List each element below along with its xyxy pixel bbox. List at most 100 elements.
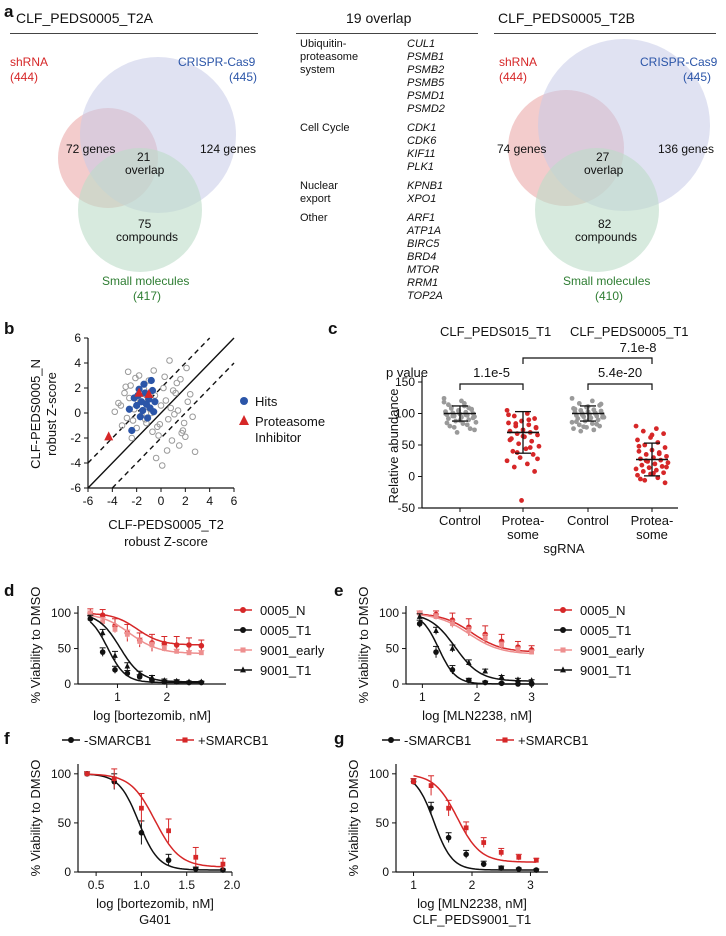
y-tick-label: 100	[51, 767, 71, 781]
abundance-point	[510, 448, 516, 454]
data-point	[498, 849, 504, 855]
abundance-point	[441, 395, 447, 401]
panel-letter-g: g	[334, 729, 344, 748]
fit-curve	[87, 773, 223, 868]
x-axis-label-line1: log [MLN2238, nM]	[417, 896, 527, 911]
data-point	[174, 649, 180, 654]
venn1-shrna-count: (444)	[10, 70, 39, 84]
abundance-point	[444, 420, 450, 426]
abundance-point	[643, 452, 649, 457]
pvalue-label: p value	[386, 365, 428, 380]
venn2-shrna-count: (444)	[499, 70, 528, 84]
data-point	[198, 678, 205, 685]
abundance-point	[598, 401, 604, 407]
abundance-point	[532, 469, 537, 474]
point-open-circle	[152, 454, 160, 462]
venn2-sm-label: Small molecules	[563, 274, 651, 288]
legend-marker	[68, 737, 74, 743]
fit-curve	[419, 619, 532, 685]
point-open-circle	[183, 364, 190, 372]
y-tick-label: 0	[382, 865, 389, 879]
x-tick-label: 6	[231, 494, 238, 508]
abundance-point	[633, 423, 639, 429]
abundance-point	[523, 446, 529, 452]
overlap-table-rule	[296, 33, 478, 34]
abundance-point	[460, 421, 466, 426]
abundance-point	[653, 426, 659, 432]
x-axis-label-line1: log [bortezomib, nM]	[96, 896, 214, 911]
x-tick-label: 0.5	[88, 878, 105, 892]
overlap-category-line: export	[300, 193, 331, 205]
overlap-gene: PSMB5	[407, 77, 445, 89]
legend-label: 9001_T1	[580, 663, 631, 678]
data-point	[433, 649, 439, 655]
x-tick-label: 2	[474, 690, 481, 704]
data-point	[466, 659, 472, 665]
category-label: Protea-	[631, 513, 674, 528]
point-open-circle	[173, 379, 181, 387]
y-axis-label-line1: CLF-PEDS0005_N	[28, 359, 43, 469]
legend-label: 0005_T1	[260, 623, 311, 638]
venn1-overlap-word: overlap	[125, 163, 165, 177]
data-point	[220, 861, 226, 867]
data-point	[124, 670, 131, 677]
abundance-point	[530, 452, 536, 457]
venn2-right-region: 136 genes	[658, 142, 715, 156]
pvalue-1: 1.1e-5	[473, 365, 510, 380]
y-tick-label: -6	[70, 481, 81, 495]
data-point	[515, 647, 521, 653]
y-tick-label: -4	[70, 456, 81, 470]
overlap-gene: MTOR	[407, 264, 440, 276]
abundance-point	[504, 458, 510, 464]
abundance-point	[506, 420, 511, 426]
abundance-point	[572, 406, 578, 412]
point-triangle	[144, 388, 154, 398]
abundance-point	[569, 419, 575, 425]
data-point	[186, 642, 192, 648]
data-point	[138, 829, 145, 836]
data-point	[99, 612, 106, 619]
fit-curve	[89, 621, 202, 684]
y-axis-label: % Viability to DMSO	[346, 760, 361, 877]
x-axis-label: log [bortezomib, nM]	[93, 708, 211, 723]
overlap-gene: ARF1	[407, 212, 436, 224]
overlap-category: Nuclear export	[300, 180, 338, 206]
data-point	[450, 621, 455, 627]
point-circle	[140, 380, 148, 388]
data-point	[481, 840, 487, 845]
abundance-point	[640, 469, 646, 474]
overlap-table-title: 19 overlap	[346, 10, 412, 26]
data-point	[124, 631, 130, 637]
abundance-point	[569, 395, 575, 401]
venn2-compound-num: 82	[598, 217, 612, 231]
data-point	[99, 649, 106, 655]
abundance-point	[581, 424, 587, 430]
venn2-overlap-word: overlap	[584, 163, 624, 177]
legend-label: +SMARCB1	[518, 733, 588, 748]
y-tick-label: 6	[74, 331, 81, 345]
legend-label: 9001_early	[260, 643, 325, 658]
overlap-category: Other	[300, 212, 328, 225]
point-open-circle	[128, 434, 136, 442]
data-point	[149, 674, 155, 680]
fit-curve	[90, 616, 202, 683]
abundance-point	[529, 438, 535, 444]
point-open-circle	[158, 462, 166, 469]
abundance-point	[646, 465, 652, 471]
y-tick-label: -50	[398, 501, 416, 515]
chart-c-title-right: CLF_PEDS0005_T1	[570, 324, 689, 339]
legend-marker	[240, 666, 246, 673]
point-open-circle	[122, 383, 130, 391]
overlap-gene-list: KPNB1 XPO1	[407, 180, 443, 206]
point-circle	[133, 401, 141, 410]
point-open-circle	[165, 415, 172, 423]
panel-letter-b: b	[4, 319, 14, 338]
y-axis-label: % Viability to DMSO	[356, 587, 371, 704]
point-open-circle	[157, 402, 165, 409]
identity-line	[87, 337, 235, 489]
point-open-circle	[178, 429, 185, 437]
overlap-category-line: Other	[300, 212, 328, 224]
abundance-point	[655, 475, 661, 481]
venn1-crispr-circle	[80, 57, 236, 213]
data-point	[193, 854, 199, 860]
